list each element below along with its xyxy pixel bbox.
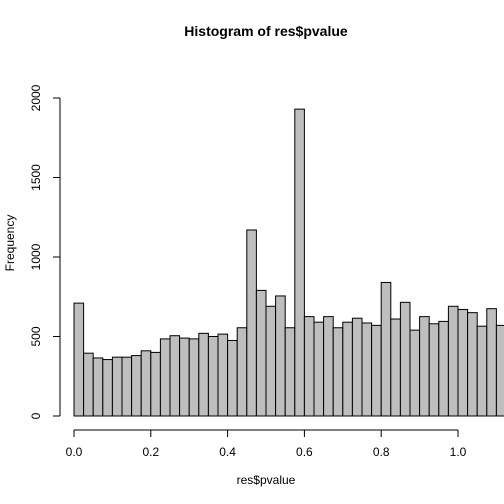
histogram-bar xyxy=(380,281,392,417)
histogram-bar xyxy=(294,108,305,417)
x-tick-label: 0.0 xyxy=(66,445,83,459)
histogram-bar xyxy=(131,355,142,417)
histogram-bar xyxy=(159,338,171,417)
histogram-bar xyxy=(390,318,401,417)
y-tick-label: 500 xyxy=(29,326,43,346)
histogram-bar xyxy=(111,356,123,417)
histogram-bar xyxy=(409,329,421,417)
histogram-bar xyxy=(467,312,478,417)
histogram-bar xyxy=(342,321,353,417)
histogram-bar xyxy=(447,305,459,417)
histogram-bar xyxy=(73,302,85,417)
histogram-bar xyxy=(371,324,382,417)
histogram-bar xyxy=(246,229,257,417)
histogram-bar xyxy=(179,337,190,417)
histogram-bar xyxy=(419,316,430,417)
histogram-bar xyxy=(255,289,267,417)
histogram-bar xyxy=(102,359,113,417)
histogram-bar xyxy=(236,327,248,417)
bars-group xyxy=(73,108,504,417)
histogram-bar xyxy=(198,332,209,417)
histogram-bar xyxy=(495,324,504,417)
y-tick-label: 2000 xyxy=(29,84,43,111)
histogram-bar xyxy=(265,305,277,417)
histogram-bar xyxy=(121,356,133,417)
histogram-bar xyxy=(83,352,94,417)
x-tick-label: 1.0 xyxy=(450,445,467,459)
histogram-bar xyxy=(361,322,373,417)
y-axis-label: Frequency xyxy=(3,215,17,272)
histogram-bar xyxy=(486,308,497,417)
histogram-bar xyxy=(351,317,363,417)
histogram-bar xyxy=(457,308,469,417)
histogram-bar xyxy=(217,333,229,417)
histogram-bar xyxy=(169,335,181,417)
x-tick-label: 0.2 xyxy=(142,445,159,459)
x-tick-label: 0.6 xyxy=(296,445,313,459)
y-axis: 0 500 1000 1500 2000 xyxy=(29,84,61,419)
histogram-bar xyxy=(92,357,104,417)
histogram-bar xyxy=(399,301,411,417)
histogram-bar xyxy=(275,295,286,417)
x-tick-label: 0.8 xyxy=(373,445,390,459)
histogram-bar xyxy=(323,316,334,417)
histogram-bar xyxy=(227,339,238,417)
histogram-bar xyxy=(188,338,200,417)
histogram-bar xyxy=(438,320,449,417)
histogram-bar xyxy=(476,325,488,417)
histogram-bar xyxy=(284,327,296,417)
histogram-bar xyxy=(140,350,152,417)
y-tick-label: 1500 xyxy=(29,164,43,191)
histogram-bar xyxy=(313,321,325,417)
x-axis: 0.0 0.2 0.4 0.6 0.8 1.0 xyxy=(66,429,467,459)
x-tick-label: 0.4 xyxy=(219,445,236,459)
chart-title: Histogram of res$pvalue xyxy=(184,23,348,39)
histogram-bar xyxy=(303,316,315,417)
y-tick-label: 1000 xyxy=(29,243,43,270)
y-tick-label: 0 xyxy=(29,412,43,419)
x-axis-label: res$pvalue xyxy=(237,473,296,487)
histogram-bar xyxy=(332,327,344,417)
histogram-bar xyxy=(150,351,161,417)
histogram-bar xyxy=(428,323,440,417)
histogram-bar xyxy=(207,336,219,417)
